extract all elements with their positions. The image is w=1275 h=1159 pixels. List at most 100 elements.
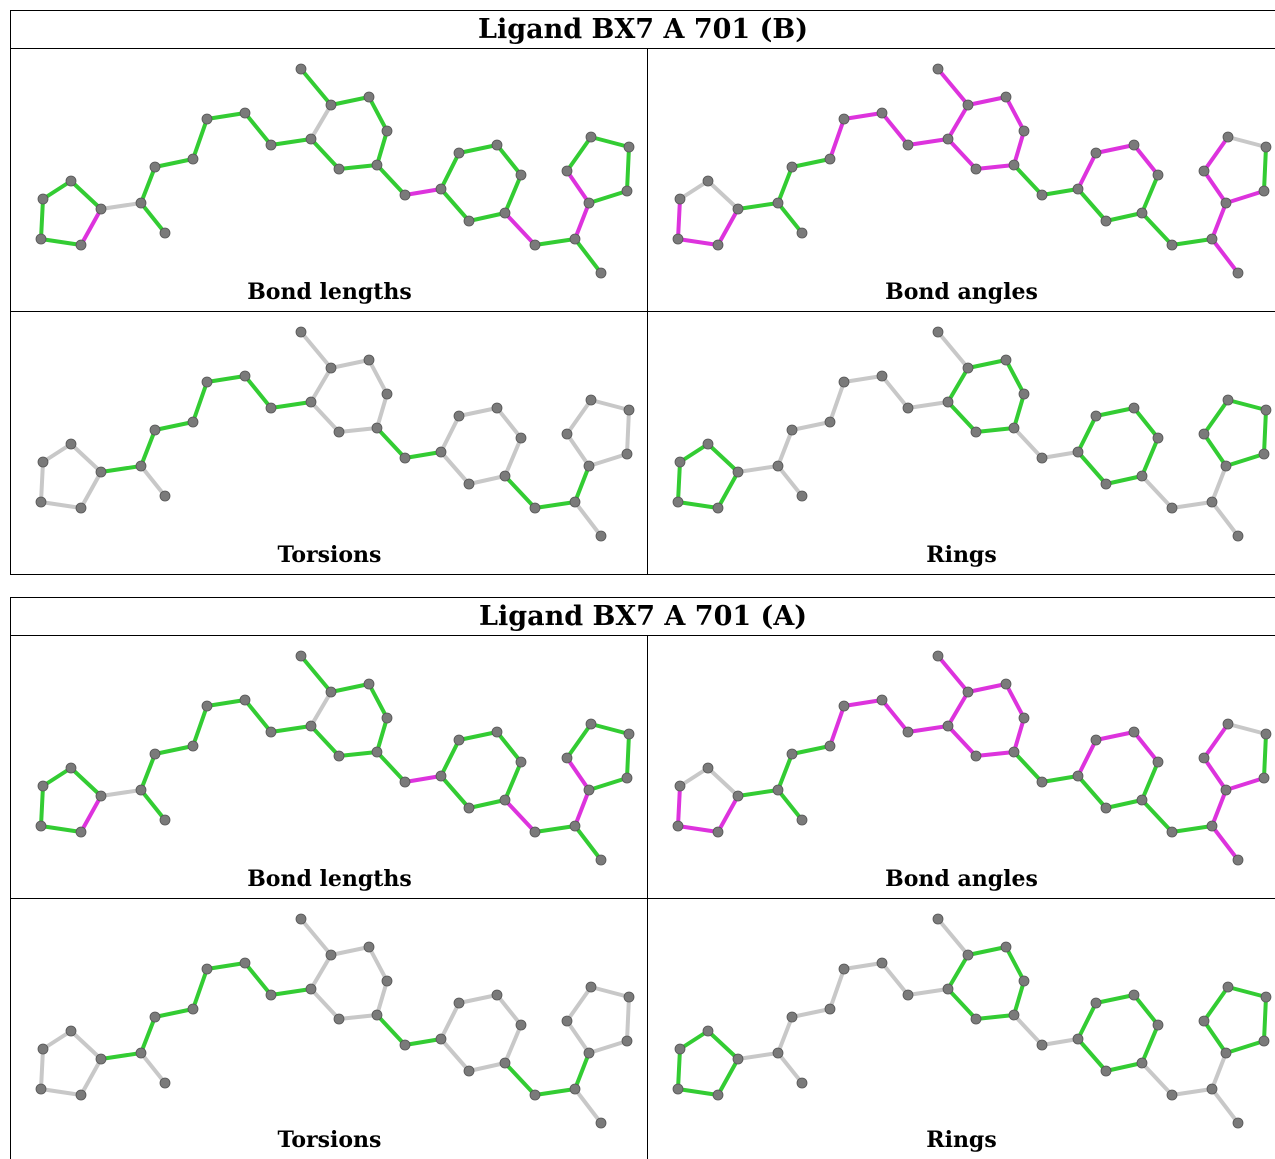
bond [842, 698, 884, 708]
atom [824, 1003, 836, 1015]
atom [1198, 752, 1210, 764]
bond [69, 442, 103, 474]
bond [495, 993, 523, 1027]
bond [375, 1013, 407, 1047]
atom [712, 826, 724, 838]
bond [1076, 774, 1108, 810]
atom [732, 1053, 744, 1065]
atom [371, 1009, 383, 1021]
atom [1018, 388, 1030, 400]
bond [1202, 169, 1228, 205]
bond [676, 460, 682, 504]
block-title: Ligand BX7 A 701 (A) [10, 598, 1275, 636]
molecule-diagram [35, 913, 635, 1129]
bond [678, 442, 710, 464]
atom [962, 362, 974, 374]
atom [325, 686, 337, 698]
atom [35, 820, 47, 832]
bond [205, 374, 247, 384]
atom [325, 362, 337, 374]
atom [1152, 1019, 1164, 1031]
bond [1170, 824, 1214, 834]
bond [625, 145, 631, 193]
bond [41, 179, 73, 201]
bond [1012, 716, 1026, 754]
atom [529, 239, 541, 251]
bond [946, 137, 978, 171]
panel-label: Bond angles [885, 866, 1038, 892]
bond [1094, 993, 1136, 1005]
panel-rings: Rings [647, 312, 1275, 574]
atom [491, 726, 503, 738]
bond [1012, 750, 1044, 784]
bond [503, 1061, 537, 1097]
bond [1012, 1013, 1044, 1047]
bond [1132, 406, 1160, 440]
atom [932, 650, 944, 662]
atom [529, 826, 541, 838]
bond [573, 237, 603, 275]
atom [305, 396, 317, 408]
molecule-diagram [672, 63, 1272, 279]
atom [942, 396, 954, 408]
bond [139, 1015, 157, 1055]
bond [39, 500, 83, 510]
atom [1008, 746, 1020, 758]
atom [838, 376, 850, 388]
bond [39, 824, 83, 834]
bond [375, 750, 407, 784]
atom [159, 1077, 171, 1089]
bond [842, 961, 884, 971]
bond [309, 103, 333, 141]
atom [674, 456, 686, 468]
atom [1206, 820, 1218, 832]
bond [880, 961, 910, 997]
atom [585, 718, 597, 730]
atom [1136, 470, 1148, 482]
bond [589, 722, 631, 736]
bond [457, 406, 499, 418]
bond [565, 1019, 591, 1055]
atom [1198, 1015, 1210, 1027]
atom [491, 402, 503, 414]
bond [936, 917, 970, 957]
panel-bond-angles: Bond angles [647, 49, 1275, 311]
bond [842, 374, 884, 384]
bond [776, 752, 794, 792]
atom [1166, 1089, 1178, 1101]
bond [565, 722, 593, 760]
bond [299, 654, 333, 694]
bond [678, 1029, 710, 1051]
atom [371, 422, 383, 434]
bond [1012, 392, 1026, 430]
bond [946, 103, 970, 141]
bond [375, 979, 389, 1017]
bond [467, 211, 507, 223]
bond [1202, 985, 1230, 1023]
atom [135, 460, 147, 472]
atom [942, 983, 954, 995]
bond [1094, 730, 1136, 742]
atom [1036, 189, 1048, 201]
bond [1224, 189, 1266, 205]
atom [201, 963, 213, 975]
atom [1220, 784, 1232, 796]
bond [716, 470, 740, 510]
atom [674, 193, 686, 205]
bond [736, 788, 780, 798]
atom [435, 446, 447, 458]
ligand-block-b: Ligand BX7 A 701 (B) Bond lengths Bond a… [10, 10, 1275, 575]
atom [1222, 131, 1234, 143]
bond [1104, 474, 1144, 486]
bond [573, 824, 603, 862]
bond [139, 165, 157, 205]
bond [153, 744, 195, 756]
bond [439, 774, 471, 810]
atom [453, 997, 465, 1009]
atom [1128, 139, 1140, 151]
bond [842, 111, 884, 121]
bond [1004, 945, 1026, 983]
bond [716, 794, 740, 834]
atom [463, 802, 475, 814]
atom [239, 694, 251, 706]
